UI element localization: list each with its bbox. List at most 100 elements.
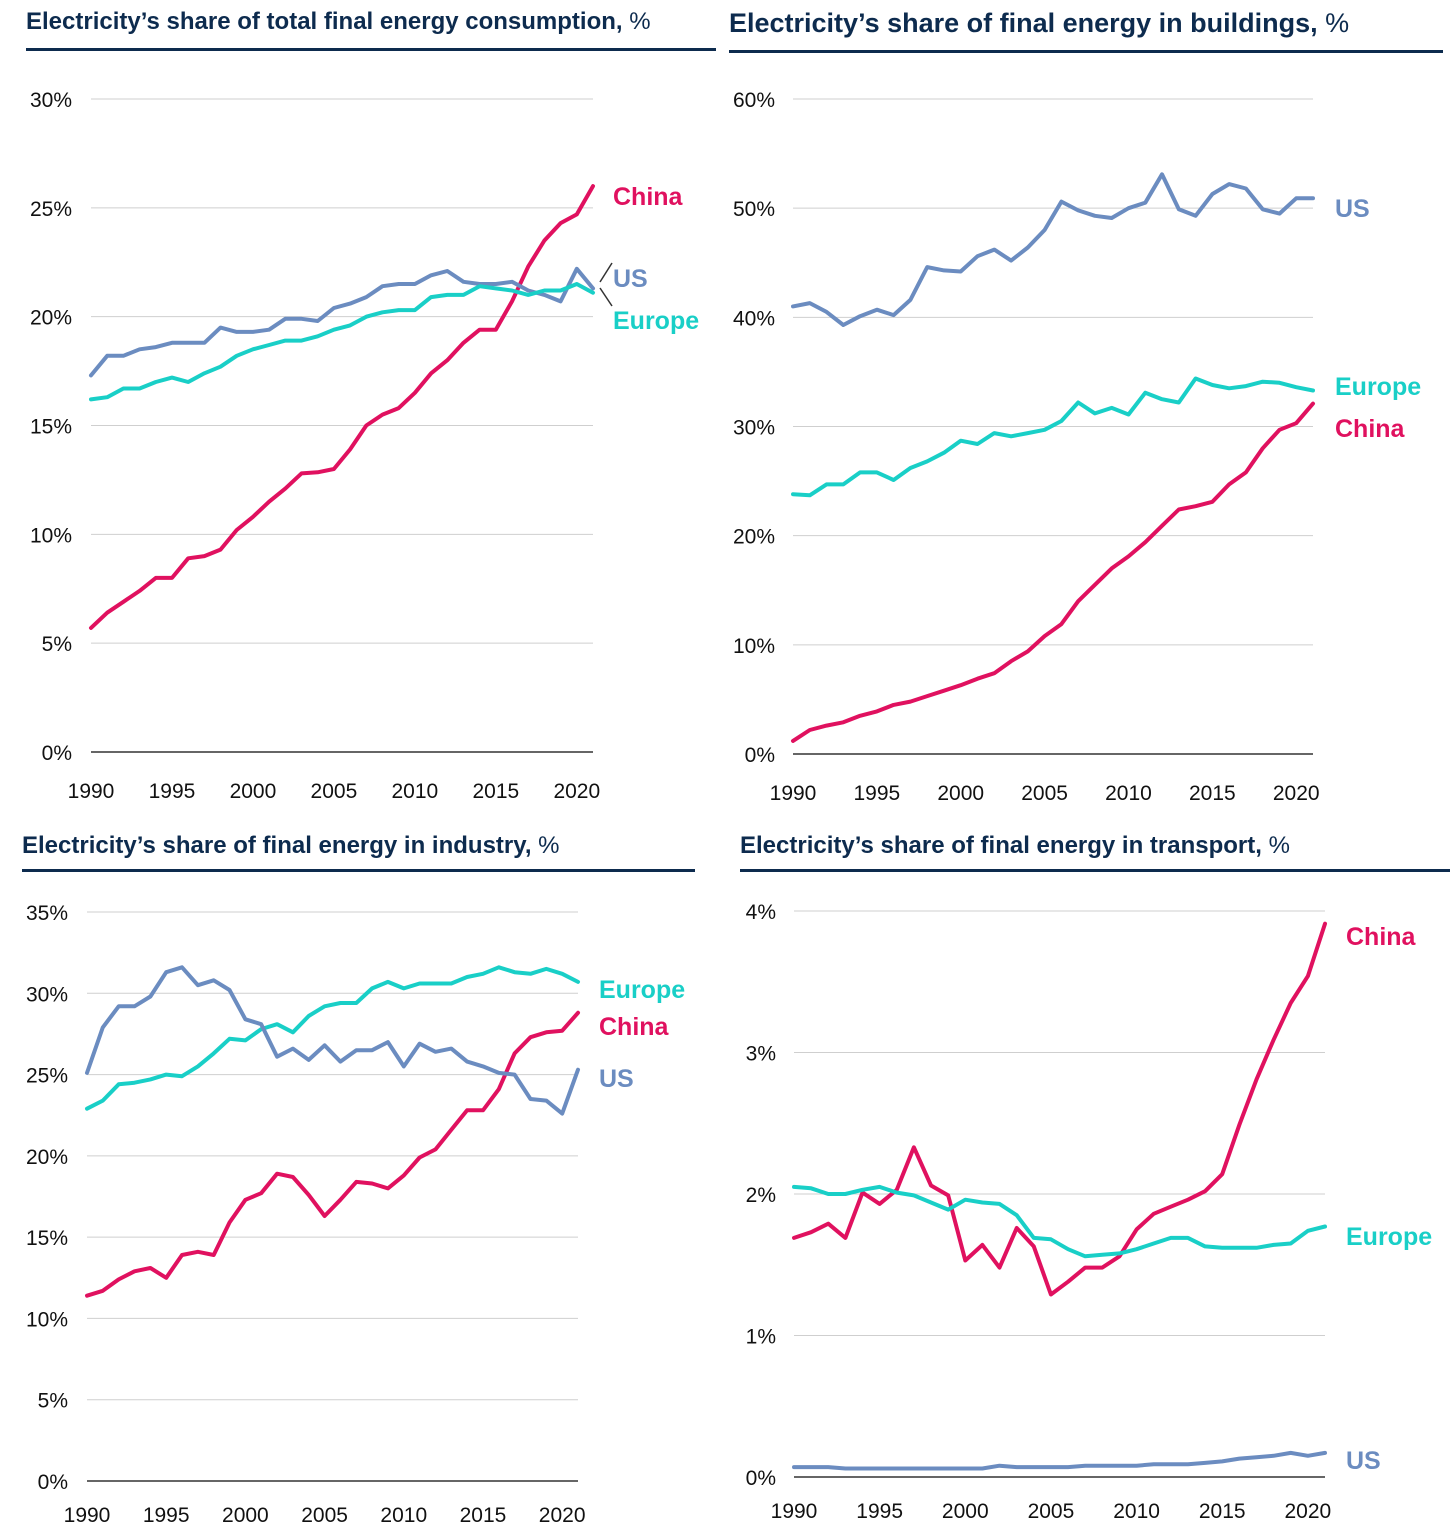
panel-industry: Electricity’s share of final energy in i… — [22, 832, 722, 1532]
series-label-china: China — [599, 1013, 670, 1041]
panel-title: Electricity’s share of final energy in b… — [729, 8, 1349, 39]
x-tick-label: 1995 — [856, 1500, 903, 1523]
x-tick-label: 1995 — [854, 782, 901, 805]
title-rule — [26, 48, 716, 51]
x-tick-label: 2010 — [1105, 782, 1152, 805]
x-tick-label: 2015 — [1189, 782, 1236, 805]
y-tick-label: 40% — [733, 307, 775, 330]
y-tick-label: 30% — [30, 89, 72, 112]
y-tick-label: 30% — [26, 983, 68, 1006]
series-line-us — [792, 1450, 1327, 1471]
y-tick-label: 0% — [745, 744, 775, 767]
panel-title-text: Electricity’s share of final energy in t… — [740, 832, 1262, 859]
y-tick-label: 10% — [26, 1308, 68, 1331]
y-tick-label: 2% — [746, 1184, 776, 1207]
panel-title-text: Electricity’s share of final energy in i… — [22, 832, 532, 859]
title-rule — [729, 50, 1443, 53]
y-tick-label: 25% — [30, 198, 72, 221]
x-tick-label: 2020 — [553, 780, 600, 803]
panel-title-unit: % — [538, 832, 560, 859]
series-line-europe — [89, 282, 595, 402]
y-tick-label: 25% — [26, 1065, 68, 1088]
y-tick-label: 0% — [38, 1471, 68, 1494]
chart-transport: 0% 1% 2% 3% 4% 1990 1995 2000 2005 2010 2015 2020 Ch… — [746, 901, 1433, 1523]
panel-buildings: Electricity’s share of final energy in b… — [729, 8, 1449, 808]
y-tick-label: 0% — [746, 1467, 776, 1490]
x-tick-label: 2015 — [472, 780, 519, 803]
y-tick-label: 10% — [30, 524, 72, 547]
leader-line — [599, 262, 613, 283]
series-label-china: China — [1346, 923, 1417, 951]
x-tick-label: 2000 — [937, 782, 984, 805]
panel-title-text: Electricity’s share of final energy in b… — [729, 8, 1318, 38]
y-tick-label: 30% — [733, 417, 775, 440]
x-tick-label: 2010 — [392, 780, 439, 803]
x-tick-label: 2005 — [1021, 782, 1068, 805]
panel-title-unit: % — [1268, 832, 1290, 859]
x-tick-label: 2005 — [311, 780, 358, 803]
series-line-china — [791, 401, 1315, 743]
x-tick-label: 2015 — [1199, 1500, 1246, 1523]
y-tick-label: 3% — [746, 1043, 776, 1066]
y-tick-label: 20% — [30, 307, 72, 330]
y-tick-label: 35% — [26, 902, 68, 925]
series-line-europe — [85, 965, 580, 1111]
y-tick-label: 1% — [746, 1326, 776, 1349]
x-tick-label: 2000 — [230, 780, 277, 803]
title-rule — [740, 869, 1450, 872]
y-tick-label: 15% — [26, 1227, 68, 1250]
x-tick-label: 2015 — [460, 1504, 507, 1527]
y-tick-label: 10% — [733, 635, 775, 658]
series-label-us: US — [1335, 195, 1370, 223]
x-tick-label: 1995 — [143, 1504, 190, 1527]
x-tick-label: 1995 — [149, 780, 196, 803]
panel-transport: Electricity’s share of final energy in t… — [740, 832, 1452, 1532]
x-tick-label: 2020 — [1273, 782, 1320, 805]
y-tick-label: 0% — [42, 742, 72, 765]
series-label-europe: Europe — [599, 976, 685, 1004]
chart-total: 0% 5% 10% 15% 20% 25% 30% 1990 1995 2000 2005 2010 2… — [30, 89, 699, 803]
series-line-us — [85, 965, 580, 1116]
series-line-europe — [792, 1184, 1327, 1259]
series-label-europe: Europe — [1335, 373, 1421, 401]
series-label-europe: Europe — [1346, 1223, 1432, 1251]
x-tick-label: 1990 — [68, 780, 115, 803]
y-tick-label: 20% — [26, 1146, 68, 1169]
panel-title-unit: % — [629, 8, 651, 35]
series-label-china: China — [1335, 415, 1406, 443]
series-label-china: China — [613, 183, 684, 211]
series-line-china — [85, 1010, 580, 1298]
x-tick-label: 2020 — [539, 1504, 586, 1527]
series-line-us — [89, 266, 595, 378]
y-tick-label: 50% — [733, 198, 775, 221]
panel-title-text: Electricity’s share of total final energ… — [26, 8, 623, 35]
y-tick-label: 15% — [30, 416, 72, 439]
x-tick-label: 2010 — [380, 1504, 427, 1527]
y-tick-label: 20% — [733, 526, 775, 549]
series-line-china — [89, 184, 595, 630]
x-tick-label: 1990 — [771, 1500, 818, 1523]
panel-title: Electricity’s share of final energy in i… — [22, 832, 560, 860]
panel-title-unit: % — [1325, 8, 1350, 38]
x-tick-label: 2005 — [1028, 1500, 1075, 1523]
panel-total: Electricity’s share of total final energ… — [26, 8, 726, 808]
y-tick-label: 5% — [38, 1390, 68, 1413]
leader-line — [599, 287, 613, 307]
series-line-europe — [791, 376, 1315, 498]
y-tick-label: 60% — [733, 89, 775, 112]
chart-industry: 0% 5% 10% 15% 20% 25% 30% 35% 1990 1995 2000 2005 20… — [26, 902, 685, 1527]
x-tick-label: 2005 — [301, 1504, 348, 1527]
x-tick-label: 2000 — [942, 1500, 989, 1523]
x-tick-label: 1990 — [64, 1504, 111, 1527]
chart-buildings: 0% 10% 20% 30% 40% 50% 60% 1990 1995 2000 2005 2010… — [733, 89, 1421, 805]
series-line-china — [792, 921, 1327, 1297]
series-label-us: US — [599, 1065, 634, 1093]
series-label-us: US — [613, 265, 648, 293]
panel-title: Electricity’s share of final energy in t… — [740, 832, 1290, 860]
x-tick-label: 2010 — [1113, 1500, 1160, 1523]
x-tick-label: 2020 — [1285, 1500, 1332, 1523]
x-tick-label: 2000 — [222, 1504, 269, 1527]
series-line-us — [791, 172, 1315, 327]
title-rule — [22, 869, 695, 872]
panel-title: Electricity’s share of total final energ… — [26, 8, 651, 36]
